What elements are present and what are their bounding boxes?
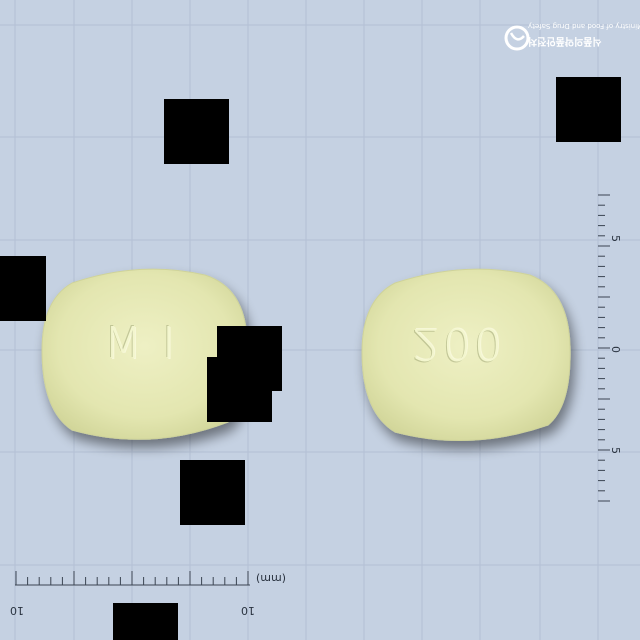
redaction-block xyxy=(164,99,229,164)
bottom-tick-label-right: 10 xyxy=(241,604,255,617)
right-tick-label-mid: 0 xyxy=(609,346,622,353)
tablet-left xyxy=(41,268,248,440)
ruler-unit-label: (mm) xyxy=(256,572,287,585)
watermark-line-english: Ministry of Food and Drug Safety xyxy=(528,22,640,30)
tablet-right xyxy=(361,268,571,441)
redaction-block xyxy=(180,460,245,525)
right-tick-label-top: 5 xyxy=(609,235,622,242)
right-tick-label-bottom: 5 xyxy=(609,447,622,454)
bottom-tick-label-left: 10 xyxy=(10,604,24,617)
tablet-left-imprint: M I xyxy=(104,318,178,369)
watermark-line-korean: 식품의약품안전처 xyxy=(528,35,602,46)
logo-emblem-icon xyxy=(504,25,530,51)
redaction-block xyxy=(207,357,272,422)
redaction-block xyxy=(0,256,46,321)
right-ruler xyxy=(598,194,610,502)
bottom-ruler xyxy=(15,571,250,586)
tablet-right-imprint: 200 xyxy=(412,318,505,369)
redaction-block xyxy=(113,603,178,640)
redaction-block xyxy=(556,77,621,142)
watermark-logo: Ministry of Food and Drug Safety 식품의약품안전… xyxy=(506,20,640,56)
